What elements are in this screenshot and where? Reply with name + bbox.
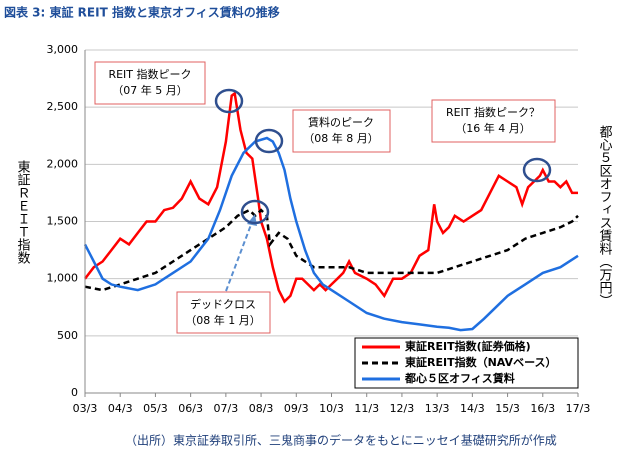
legend-label: 東証REIT指数（NAVベース） xyxy=(405,355,557,369)
series-line xyxy=(83,136,579,332)
annotation-box xyxy=(292,109,391,153)
annotation-text: （08 年 1 月） xyxy=(185,313,261,327)
highlight-circle xyxy=(240,199,270,225)
x-tick-label: 03/3 xyxy=(73,402,98,415)
arrow xyxy=(225,221,253,292)
annotation-text: （16 年 4 月） xyxy=(455,121,531,135)
series-line xyxy=(84,91,578,304)
annotation-box xyxy=(176,291,271,334)
annotation-text: REIT 指数ピーク xyxy=(108,67,191,81)
annotation-text: デッドクロス xyxy=(190,297,256,311)
x-tick-label: 04/3 xyxy=(108,402,133,415)
y-tick-label: 2,500 xyxy=(47,100,79,113)
legend-label: 都心５区オフィス賃料 xyxy=(404,371,515,385)
y-axis-label: 東証ＲＥＩＴ指数 xyxy=(15,159,31,264)
x-tick-label: 16/3 xyxy=(530,402,555,415)
annotation-box xyxy=(431,99,556,143)
x-tick-label: 07/3 xyxy=(214,402,239,415)
legend-label: 東証REIT指数(証券価格) xyxy=(405,339,531,353)
y2-axis-label: 都心５区オフィス賃料（万円） xyxy=(597,125,613,307)
x-tick-label: 13/3 xyxy=(425,402,450,415)
annotation-text: 賃料のピーク xyxy=(308,115,374,129)
x-tick-label: 10/3 xyxy=(319,402,344,415)
annotation-text: REIT 指数ピーク？ xyxy=(446,105,540,119)
x-tick-label: 17/3 xyxy=(566,402,591,415)
y-tick-label: 0 xyxy=(71,386,78,399)
annotation-text: （07 年 5 月） xyxy=(112,83,188,97)
highlight-circle xyxy=(254,128,284,154)
x-tick-label: 06/3 xyxy=(178,402,203,415)
y-tick-label: 2,000 xyxy=(47,157,79,170)
x-tick-label: 08/3 xyxy=(249,402,274,415)
y-tick-label: 1,500 xyxy=(47,215,79,228)
y-tick-label: 1,000 xyxy=(47,272,79,285)
y-tick-label: 3,000 xyxy=(47,43,79,56)
chart-title: 図表 3: 東証 REIT 指数と東京オフィス賃料の推移 xyxy=(4,5,280,20)
annotation-text: （08 年 8 月） xyxy=(303,131,379,145)
y-tick-label: 500 xyxy=(57,329,78,342)
source: （出所）東京証券取引所、三鬼商事のデータをもとにニッセイ基礎研究所が作成 xyxy=(125,433,557,448)
x-tick-label: 05/3 xyxy=(143,402,168,415)
x-tick-label: 14/3 xyxy=(460,402,485,415)
x-tick-label: 09/3 xyxy=(284,402,309,415)
series-line xyxy=(84,208,579,292)
highlight-circle xyxy=(522,157,552,183)
x-tick-label: 11/3 xyxy=(354,402,379,415)
x-tick-label: 15/3 xyxy=(495,402,520,415)
annotations xyxy=(94,61,556,334)
annotation-box xyxy=(94,61,206,105)
highlight-circle xyxy=(214,88,244,114)
x-tick-label: 12/3 xyxy=(390,402,415,415)
